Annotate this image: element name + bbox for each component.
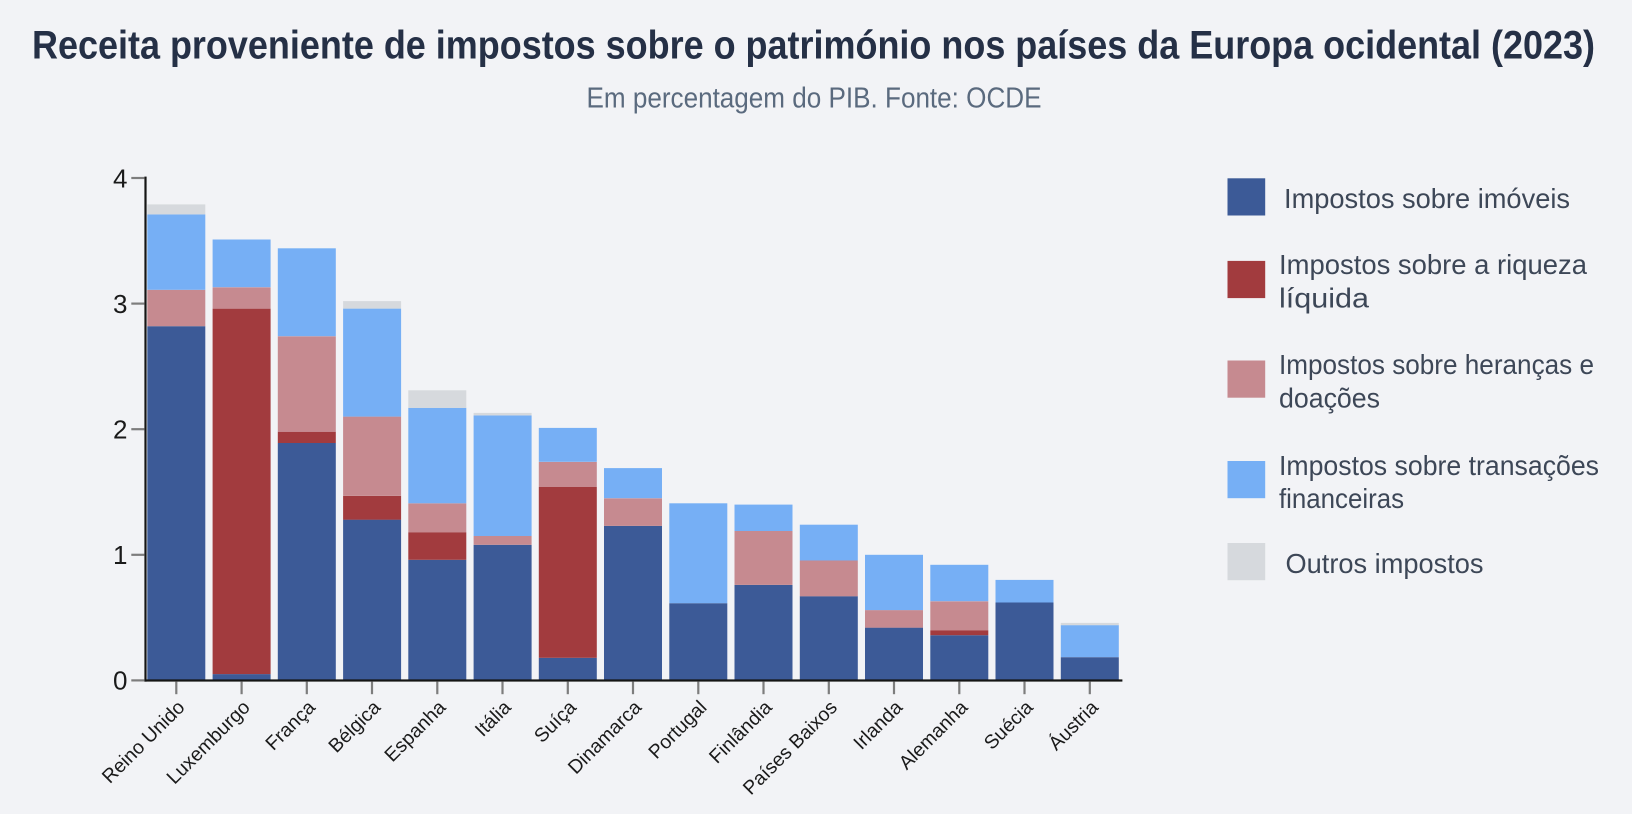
svg-text:Outros impostos: Outros impostos <box>1286 548 1484 579</box>
svg-text:líquida: líquida <box>1279 282 1369 313</box>
svg-text:1: 1 <box>113 540 127 570</box>
svg-text:Receita proveniente de imposto: Receita proveniente de impostos sobre o … <box>32 24 1595 68</box>
svg-text:0: 0 <box>113 666 127 696</box>
svg-text:Impostos sobre heranças e: Impostos sobre heranças e <box>1279 349 1594 380</box>
svg-text:3: 3 <box>113 289 127 319</box>
svg-text:Em percentagem do PIB. Fonte:: Em percentagem do PIB. Fonte: OCDE <box>587 83 1042 115</box>
svg-text:Impostos sobre a riqueza: Impostos sobre a riqueza <box>1279 249 1587 280</box>
svg-text:doações: doações <box>1279 382 1380 413</box>
svg-text:2: 2 <box>113 415 127 445</box>
svg-text:Impostos sobre imóveis: Impostos sobre imóveis <box>1284 183 1570 214</box>
svg-text:financeiras: financeiras <box>1279 483 1404 514</box>
svg-text:4: 4 <box>113 163 127 193</box>
svg-text:Impostos sobre transações: Impostos sobre transações <box>1279 450 1599 481</box>
